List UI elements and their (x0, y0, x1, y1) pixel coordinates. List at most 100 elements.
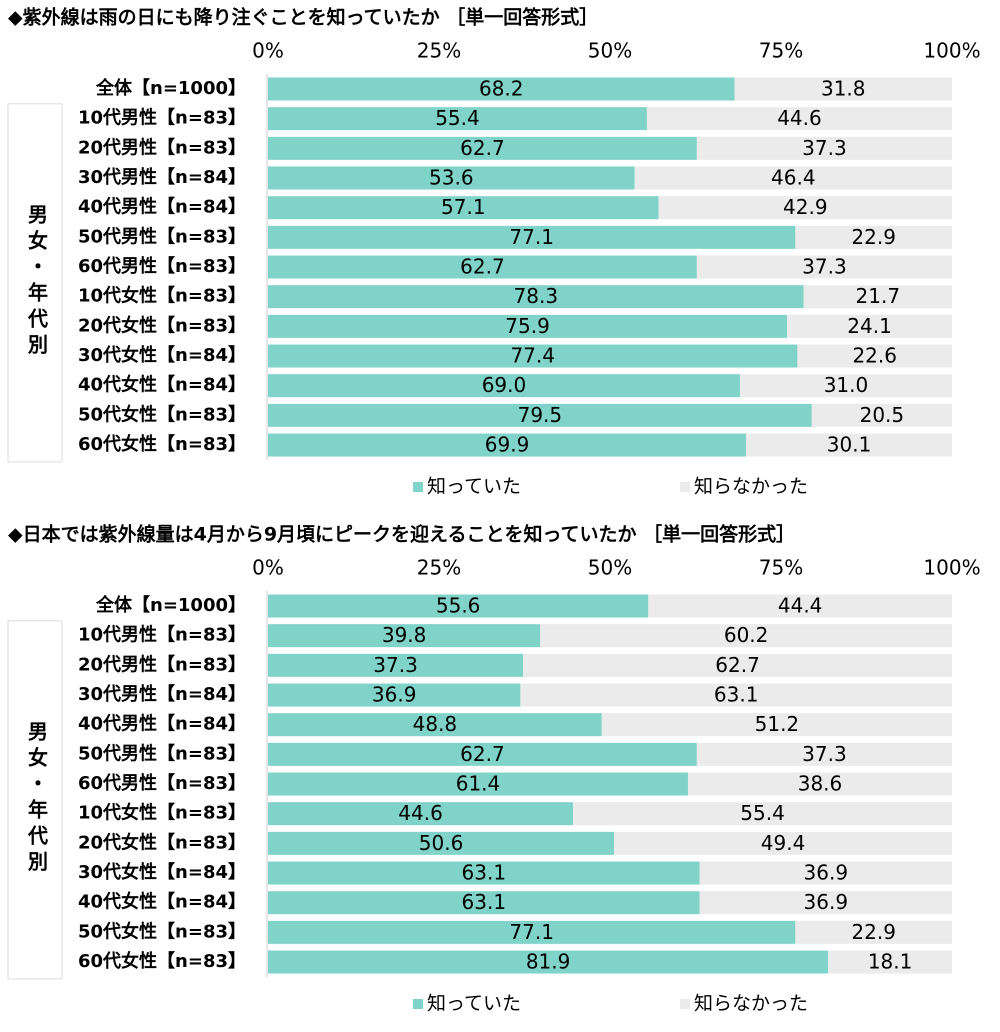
bar-segment (787, 314, 952, 338)
group-label: 男女・年代別 (25, 204, 49, 360)
bar-segment (268, 433, 747, 457)
category-label: 50代女性【n=83】 (78, 920, 246, 942)
legend-swatch (680, 999, 690, 1009)
category-label: 10代女性【n=83】 (78, 802, 246, 824)
data-label: 18.1 (868, 950, 913, 974)
data-label: 57.1 (441, 195, 486, 219)
category-label: 60代女性【n=83】 (78, 950, 246, 972)
category-label: 40代男性【n=84】 (78, 713, 246, 735)
data-label: 42.9 (783, 195, 828, 219)
bar-segment (268, 107, 647, 131)
bar-segment (268, 166, 635, 190)
bar-segment (811, 403, 952, 427)
data-label: 62.7 (460, 136, 505, 160)
category-label: 30代男性【n=84】 (78, 166, 246, 188)
bar-segment (696, 742, 952, 766)
x-tick-label: 75% (759, 556, 803, 580)
data-label: 62.7 (460, 742, 505, 766)
x-tick-label: 50% (588, 556, 632, 580)
bar-segment (268, 742, 697, 766)
data-label: 21.7 (856, 284, 901, 308)
category-label: 40代女性【n=84】 (78, 891, 246, 913)
bar-segment (699, 861, 952, 885)
data-label: 77.4 (510, 344, 555, 368)
data-label: 31.8 (821, 77, 866, 101)
data-label: 37.3 (373, 653, 418, 677)
data-label: 37.3 (802, 742, 847, 766)
bar-segment (268, 77, 735, 101)
category-label: 10代男性【n=83】 (78, 107, 246, 129)
data-label: 20.5 (860, 403, 905, 427)
data-label: 50.6 (419, 831, 464, 855)
chart-title: ◆紫外線は雨の日にも降り注ぐことを知っていたか ［単一回答形式］ (8, 6, 598, 29)
bar-segment (268, 196, 659, 220)
bar-segment (268, 374, 740, 398)
category-label: 40代男性【n=84】 (78, 196, 246, 218)
data-label: 24.1 (847, 314, 892, 338)
data-label: 81.9 (526, 950, 571, 974)
data-label: 36.9 (372, 683, 417, 707)
data-label: 44.4 (778, 594, 823, 618)
bar-segment (601, 713, 952, 737)
category-label: 20代男性【n=83】 (78, 136, 246, 158)
data-label: 22.6 (852, 344, 897, 368)
data-label: 60.2 (724, 623, 769, 647)
legend-swatch (413, 482, 423, 492)
bar-segment (268, 594, 649, 618)
legend-label: 知らなかった (694, 476, 808, 498)
bar-segment (734, 77, 952, 101)
data-label: 36.9 (804, 861, 849, 885)
data-label: 55.4 (740, 801, 785, 825)
x-tick-label: 25% (417, 556, 461, 580)
data-label: 77.1 (509, 225, 554, 249)
data-label: 36.9 (804, 890, 849, 914)
bar-segment (699, 891, 952, 915)
bar-segment (696, 255, 952, 279)
bar-segment (268, 831, 615, 855)
data-label: 79.5 (518, 403, 563, 427)
category-label: 20代女性【n=83】 (78, 831, 246, 853)
bar-segment (268, 314, 788, 338)
bar-segment (540, 624, 952, 648)
bar-segment (520, 683, 952, 707)
legend-swatch (680, 482, 690, 492)
data-label: 44.6 (398, 801, 443, 825)
legend-label: 知っていた (427, 993, 521, 1015)
category-label: 60代女性【n=83】 (78, 433, 246, 455)
x-tick-label: 25% (417, 39, 461, 63)
data-label: 44.6 (777, 106, 822, 130)
bar-segment (523, 653, 952, 677)
category-label: 全体【n=1000】 (95, 594, 246, 616)
bar-segment (268, 344, 798, 368)
data-label: 69.0 (482, 373, 527, 397)
data-label: 30.1 (827, 433, 872, 457)
data-label: 37.3 (802, 255, 847, 279)
bar-segment (648, 594, 952, 618)
x-tick-label: 50% (588, 39, 632, 63)
bar-segment (268, 285, 804, 309)
bar-segment (268, 624, 541, 648)
legend-swatch (413, 999, 423, 1009)
bar-segment (696, 136, 952, 160)
legend-label: 知らなかった (694, 993, 808, 1015)
bar-segment (739, 374, 952, 398)
data-label: 22.9 (851, 225, 896, 249)
data-label: 63.1 (714, 683, 759, 707)
group-label: 男女・年代別 (25, 721, 49, 877)
bar-segment (746, 433, 952, 457)
bar-segment (795, 225, 952, 249)
bar-segment (268, 772, 688, 796)
group-box (7, 620, 63, 980)
legend-label: 知っていた (427, 476, 521, 498)
x-tick-label: 100% (923, 556, 980, 580)
category-label: 20代女性【n=83】 (78, 314, 246, 336)
category-label: 60代男性【n=83】 (78, 772, 246, 794)
bar-segment (268, 861, 700, 885)
bar-segment (268, 891, 700, 915)
data-label: 55.6 (436, 594, 481, 618)
category-label: 20代男性【n=83】 (78, 653, 246, 675)
category-label: 30代女性【n=84】 (78, 344, 246, 366)
data-label: 78.3 (514, 284, 559, 308)
data-label: 53.6 (429, 166, 474, 190)
x-tick-label: 0% (252, 556, 284, 580)
